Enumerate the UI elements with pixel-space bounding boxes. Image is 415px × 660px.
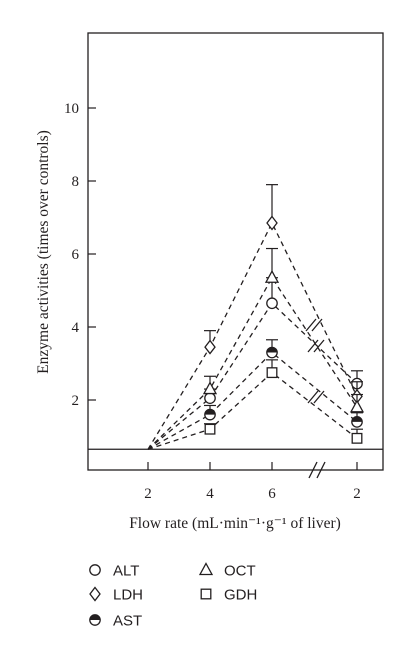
line-break-mark xyxy=(313,390,325,404)
legend-marker-ast-icon-fill xyxy=(89,614,101,620)
data-point-fill xyxy=(351,416,363,422)
series-ldh xyxy=(147,184,363,450)
y-tick-label: 2 xyxy=(72,393,80,409)
line-break-mark xyxy=(313,339,325,353)
legend-marker-ldh-icon xyxy=(89,586,101,602)
data-point-fill xyxy=(204,409,216,415)
x-axis-break-mark xyxy=(316,461,326,479)
line-break-mark xyxy=(311,318,323,332)
legend-marker-alt-icon xyxy=(89,564,101,576)
series-alt xyxy=(147,277,363,450)
data-point xyxy=(266,215,278,231)
x-tick-label: 2 xyxy=(144,486,152,502)
data-point-fill xyxy=(266,347,278,353)
data-point xyxy=(266,297,278,310)
x-axis-title: Flow rate (mL·min⁻¹·g⁻¹ of liver) xyxy=(129,515,341,532)
y-tick-label: 8 xyxy=(72,174,80,190)
legend-marker-oct-icon xyxy=(198,562,214,576)
x-tick-label: 6 xyxy=(268,486,276,502)
data-point xyxy=(264,269,280,283)
series-line xyxy=(147,276,358,450)
legend-item-ast: AST xyxy=(89,613,142,630)
x-tick-label: 4 xyxy=(206,486,214,502)
series-ast xyxy=(147,339,363,450)
series-gdh xyxy=(147,359,363,450)
y-axis-title: Enzyme activities (times over controls) xyxy=(35,130,52,374)
y-tick-label: 10 xyxy=(64,101,79,117)
line-break-mark xyxy=(307,390,319,404)
series-line xyxy=(147,371,358,450)
line-break-mark xyxy=(305,318,317,332)
legend-item-alt: ALT xyxy=(89,563,139,580)
plot-area: 2 4 6 8 10 2 4 6 2 Flow rate (mL·min⁻¹·g⁻¹ of liv… xyxy=(35,32,384,532)
data-point xyxy=(204,339,216,355)
series-line xyxy=(147,221,358,450)
x-axis-break-mark xyxy=(308,461,318,479)
legend-marker-gdh-icon xyxy=(200,588,212,600)
y-tick-label: 6 xyxy=(72,247,80,263)
data-point xyxy=(349,399,365,413)
legend: ALT LDH AST OCT GDH xyxy=(89,562,257,630)
data-point xyxy=(204,392,216,405)
line-break-mark xyxy=(307,339,319,353)
legend-label: OCT xyxy=(224,563,256,580)
legend-label: LDH xyxy=(113,587,143,604)
y-tick-label: 4 xyxy=(72,320,80,336)
legend-item-ldh: LDH xyxy=(89,586,143,604)
plot-frame xyxy=(87,32,384,471)
legend-item-oct: OCT xyxy=(198,562,256,580)
data-point xyxy=(204,423,216,435)
data-point xyxy=(266,367,278,379)
x-tick-label: 2 xyxy=(353,486,361,502)
series-line xyxy=(147,351,358,450)
data-point xyxy=(351,432,363,444)
legend-label: ALT xyxy=(113,563,139,580)
legend-label: GDH xyxy=(224,587,257,604)
legend-item-gdh: GDH xyxy=(200,587,257,604)
series-line xyxy=(147,302,358,450)
series-oct xyxy=(147,247,365,450)
legend-label: AST xyxy=(113,613,142,630)
data-point xyxy=(202,381,218,395)
